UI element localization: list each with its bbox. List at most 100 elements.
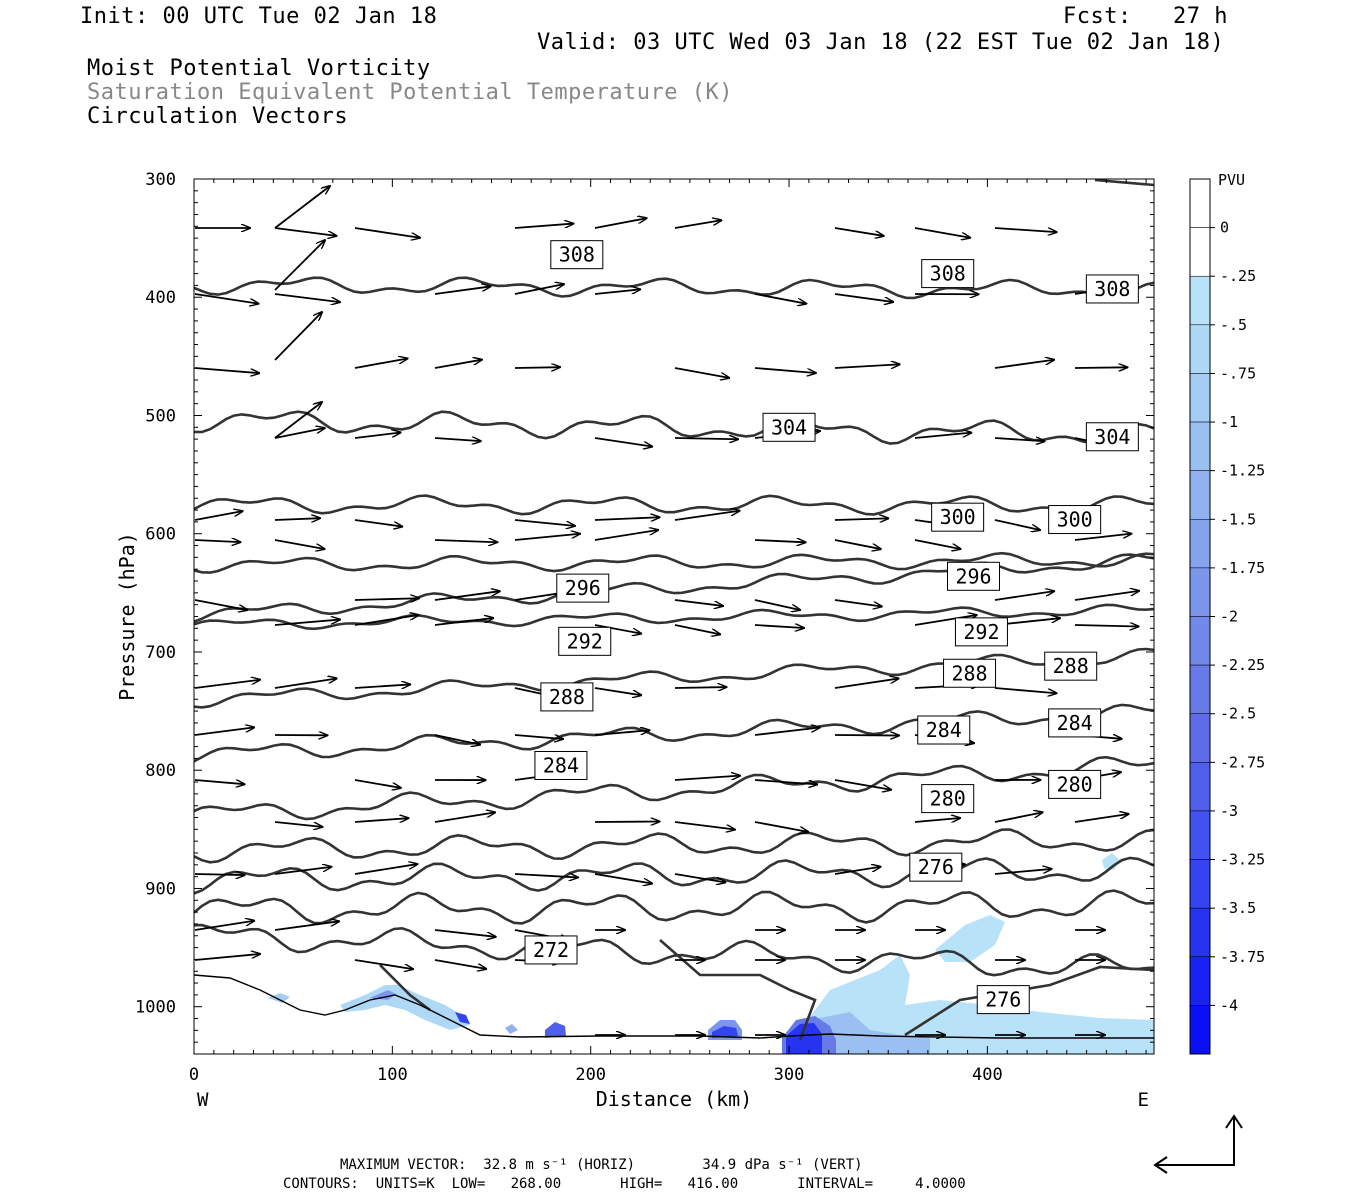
colorbar-segment <box>1189 859 1211 909</box>
contour-info-note: CONTOURS: UNITS=K LOW= 268.00 HIGH= 416.… <box>283 1176 966 1192</box>
contour-label-box <box>550 240 604 270</box>
circulation-vector <box>274 518 320 520</box>
colorbar-label: -2.5 <box>1220 705 1256 723</box>
colorbar-segment <box>1189 178 1211 228</box>
circulation-vector <box>834 779 891 790</box>
pv-shade-region <box>786 1023 822 1054</box>
y-tick-label: 400 <box>145 288 176 308</box>
theta-es-contour <box>659 939 817 1041</box>
contour-label: 304 <box>771 415 807 439</box>
circulation-vector <box>354 615 419 626</box>
pv-shade-region <box>545 1022 566 1038</box>
pv-shade-region <box>455 1012 470 1024</box>
colorbar-segment <box>1189 664 1211 714</box>
terrain-line <box>193 974 1154 1039</box>
colorbar-label: -.25 <box>1220 267 1256 285</box>
colorbar-segment <box>1189 324 1211 374</box>
circulation-vector <box>354 779 401 788</box>
circulation-vector <box>834 679 899 689</box>
circulation-vector <box>914 227 970 238</box>
circulation-vector <box>274 428 325 439</box>
circulation-vector <box>594 624 641 634</box>
max-vector-note: MAXIMUM VECTOR: 32.8 m s⁻¹ (HORIZ) 34.9 … <box>340 1157 863 1173</box>
axis-labels: 0 100 200 300 400 300 400 500 600 700 800 900 1000 Di… <box>115 170 1149 1111</box>
circulation-vector <box>434 360 482 369</box>
circulation-vector <box>594 530 658 541</box>
contour-label-box <box>524 935 578 965</box>
circulation-vector <box>1074 625 1138 626</box>
circulation-vector <box>674 821 735 830</box>
colorbar-label: 0 <box>1220 219 1229 237</box>
contour-label: 300 <box>940 505 976 529</box>
x-axis-title: Distance (km) <box>596 1087 753 1111</box>
contour-label: 276 <box>918 855 954 879</box>
circulation-vector <box>514 734 563 739</box>
contour-label: 300 <box>1057 508 1093 532</box>
circulation-vector <box>594 873 652 883</box>
colorbar-label: -1.25 <box>1220 462 1265 480</box>
circulation-vector <box>754 293 806 304</box>
circulation-vector <box>514 534 580 541</box>
colorbar-label: -1 <box>1220 413 1238 431</box>
circulation-vector <box>434 591 500 601</box>
forecast-hour: Fcst: 27 h <box>1063 4 1228 29</box>
y-tick-label: 900 <box>145 879 176 899</box>
circulation-vector <box>994 687 1057 693</box>
circulation-vector <box>594 218 646 229</box>
x-tick-label: 0 <box>189 1065 199 1085</box>
colorbar-segment <box>1189 616 1211 666</box>
circulation-vector <box>754 625 804 628</box>
colorbar-segment <box>1189 567 1211 617</box>
y-tick-label: 500 <box>145 406 176 426</box>
field-title-theta-es: Saturation Equivalent Potential Temperat… <box>87 80 734 105</box>
circulation-vector <box>274 867 331 875</box>
pv-shade-region <box>340 985 470 1030</box>
circulation-vector <box>594 289 640 295</box>
colorbar-segment <box>1189 1005 1211 1055</box>
pv-shade-region <box>370 990 396 1000</box>
circulation-vector <box>354 818 408 823</box>
colorbar-title: PVU <box>1218 171 1245 189</box>
east-label: E <box>1138 1089 1149 1111</box>
circulation-vector <box>194 599 247 610</box>
colorbar-segment <box>1189 227 1211 277</box>
circulation-vector <box>434 438 481 441</box>
circulation-vector <box>194 293 258 304</box>
circulation-vector <box>514 284 564 295</box>
colorbar-segment <box>1189 956 1211 1006</box>
contour-label-box <box>534 750 588 780</box>
circulation-vector <box>354 358 407 369</box>
contour-label-box <box>556 573 610 603</box>
circulation-vector <box>194 954 260 961</box>
contour-label: 276 <box>985 988 1021 1012</box>
circulation-vector <box>354 864 417 875</box>
contour-label: 288 <box>1053 654 1089 678</box>
y-tick-label: 700 <box>145 643 176 663</box>
circulation-vector <box>274 921 339 931</box>
circulation-vector <box>834 518 888 520</box>
y-tick-label: 300 <box>145 170 176 190</box>
contour-label-box <box>1048 708 1102 738</box>
colorbar-label: -3.25 <box>1220 851 1265 869</box>
colorbar-label: -4 <box>1220 996 1238 1014</box>
colorbar-label: -2.25 <box>1220 656 1265 674</box>
circulation-vector <box>434 929 496 937</box>
circulation-vector <box>274 227 336 236</box>
circulation-vector <box>514 367 560 368</box>
west-label: W <box>197 1089 209 1111</box>
circulation-vector <box>674 367 729 378</box>
circulation-vector <box>834 293 893 302</box>
circulation-vector <box>194 540 240 542</box>
x-tick-label: 400 <box>972 1065 1003 1085</box>
circulation-vector <box>754 779 817 784</box>
circulation-vector <box>274 312 322 361</box>
contour-label-box <box>540 682 594 712</box>
circulation-vector <box>914 615 977 626</box>
colorbar-label: -3.75 <box>1220 948 1265 966</box>
contour-label-box <box>931 502 985 532</box>
colorbar-label: -3 <box>1220 802 1238 820</box>
circulation-vector <box>274 539 324 549</box>
pv-shade-region <box>935 915 1005 962</box>
circulation-vector <box>1074 814 1129 823</box>
circulation-vector <box>754 727 820 736</box>
